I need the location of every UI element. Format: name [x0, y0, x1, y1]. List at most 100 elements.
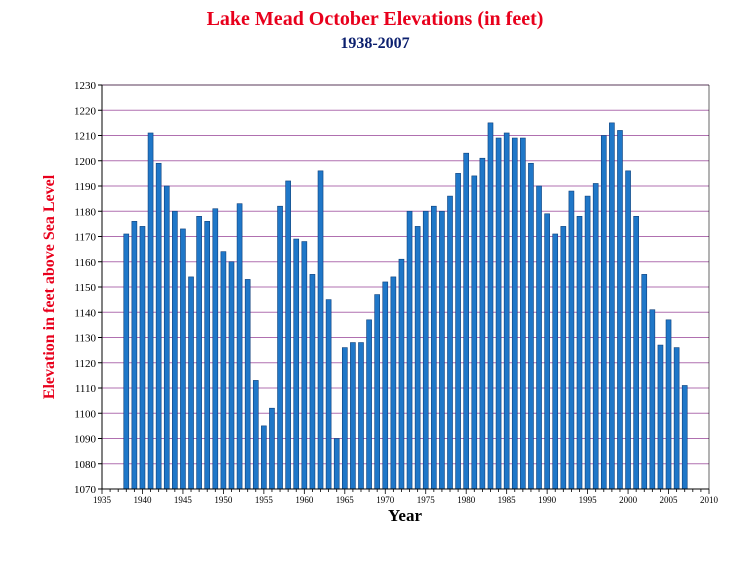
bar	[358, 342, 364, 490]
bar	[293, 238, 300, 490]
x-axis-label: Year	[388, 506, 422, 525]
bar	[584, 195, 591, 490]
bar	[220, 251, 227, 490]
bar	[188, 276, 194, 490]
bar	[665, 319, 672, 490]
x-tick-label: 2005	[660, 495, 679, 505]
bar	[414, 226, 421, 490]
x-tick-label: 1975	[417, 495, 436, 505]
bar	[333, 438, 340, 490]
y-tick-label: 1070	[74, 484, 97, 496]
bar	[455, 173, 461, 490]
bars	[123, 122, 688, 490]
bar	[228, 261, 235, 490]
bar	[398, 258, 405, 490]
bar	[503, 132, 510, 490]
bar	[447, 195, 453, 490]
bar	[317, 170, 324, 490]
y-tick-label: 1210	[74, 131, 97, 143]
y-tick-label: 1100	[74, 408, 96, 420]
bar	[374, 294, 380, 490]
bar	[592, 183, 599, 490]
x-tick-label: 1980	[457, 495, 476, 505]
bar	[252, 380, 259, 490]
bar	[422, 210, 429, 490]
bar	[657, 344, 664, 490]
x-tick-label: 1995	[579, 495, 598, 505]
y-tick-label: 1080	[74, 459, 97, 471]
y-tick-label: 1220	[74, 105, 97, 117]
bar	[131, 221, 138, 490]
x-tick-label: 1985	[498, 495, 517, 505]
bar	[172, 210, 178, 490]
bar	[681, 385, 688, 490]
bar	[382, 281, 389, 490]
y-tick-label: 1160	[74, 257, 96, 269]
bar	[576, 216, 583, 490]
bar	[528, 162, 534, 490]
bar	[471, 175, 478, 490]
bar	[163, 185, 170, 490]
y-tick-labels: 1070 1080 1090 1100 1110 1120 1130 1140 1150 1160…	[74, 80, 97, 496]
bar	[325, 299, 332, 490]
bar	[641, 274, 648, 490]
x-tick-label: 1940	[133, 495, 152, 505]
x-tick-label: 2000	[619, 495, 638, 505]
bar	[552, 233, 559, 490]
bar	[487, 122, 494, 490]
bar	[123, 233, 130, 490]
x-tick-labels: 1935 1940 1945 1950 1955 1960 1965 1970 1975 1980…	[93, 495, 719, 505]
bar	[633, 216, 639, 490]
y-tick-label: 1130	[74, 333, 96, 345]
grid-lines	[102, 84, 709, 465]
bar	[341, 347, 348, 490]
bar	[431, 205, 437, 490]
bar	[269, 407, 275, 490]
bar	[609, 122, 615, 490]
y-tick-label: 1230	[74, 80, 97, 92]
y-tick-label: 1150	[74, 282, 96, 294]
bar	[617, 130, 623, 490]
y-tick-label: 1190	[74, 181, 96, 193]
bar	[366, 319, 372, 490]
x-tick-label: 1990	[538, 495, 557, 505]
x-tick-label: 1950	[214, 495, 233, 505]
bar	[139, 226, 146, 490]
bar	[301, 241, 308, 490]
bar	[511, 137, 518, 490]
bar	[155, 162, 162, 490]
bar	[463, 152, 470, 490]
bar	[196, 216, 202, 490]
bar	[390, 276, 397, 490]
chart-title: Lake Mead October Elevations (in feet)	[206, 8, 544, 30]
chart-subtitle: 1938-2007	[340, 35, 410, 52]
bar	[180, 228, 186, 490]
x-tick-label: 1945	[174, 495, 193, 505]
y-tick-label: 1090	[74, 434, 97, 446]
x-tick-label: 2010	[700, 495, 719, 505]
bar	[520, 137, 526, 490]
bar	[204, 221, 211, 490]
y-tick-label: 1110	[75, 383, 97, 395]
bar	[673, 347, 680, 490]
bar	[649, 309, 656, 490]
bar	[350, 342, 356, 490]
x-tick-label: 1970	[376, 495, 395, 505]
bar	[479, 157, 486, 490]
axes	[98, 84, 710, 494]
y-axis-label: Elevation in feet above Sea Level	[41, 174, 58, 399]
bar	[285, 180, 291, 490]
y-tick-label: 1180	[74, 206, 96, 218]
bar	[600, 135, 607, 490]
bar	[406, 210, 413, 490]
x-tick-label: 1965	[336, 495, 355, 505]
bar	[495, 137, 502, 490]
bar	[544, 213, 550, 490]
bar	[560, 226, 567, 490]
bar	[244, 279, 251, 490]
x-tick-label: 1955	[255, 495, 274, 505]
bar	[261, 425, 267, 490]
bar	[536, 185, 542, 490]
x-tick-label: 1935	[93, 495, 112, 505]
x-tick-label: 1960	[295, 495, 314, 505]
